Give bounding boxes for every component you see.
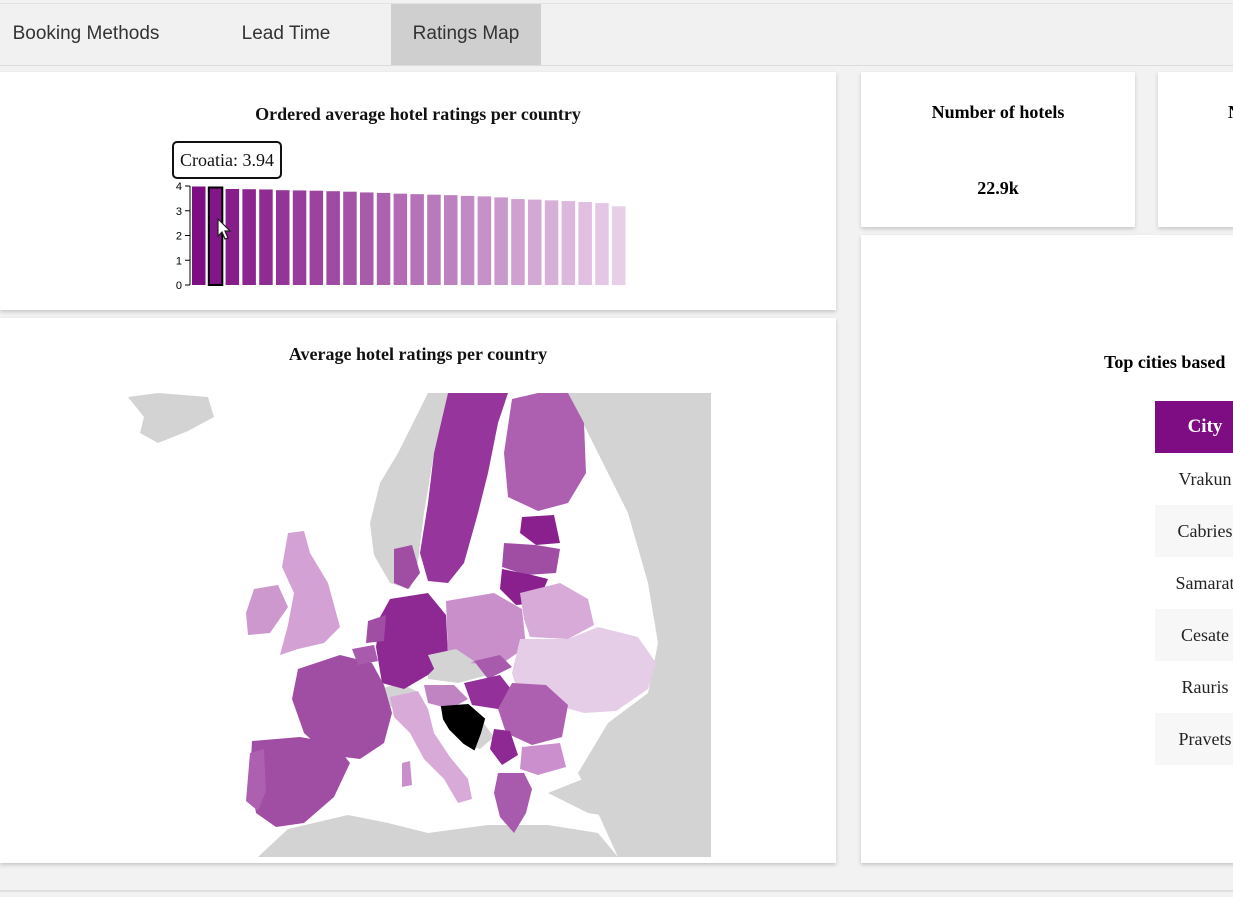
country-greece (494, 773, 532, 833)
hotels-count-title: Number of hotels (931, 102, 1065, 122)
bar-tooltip: Croatia: 3.94 (172, 141, 282, 179)
bar[interactable] (444, 195, 458, 285)
country-bulgaria (520, 743, 566, 775)
bar[interactable] (578, 202, 592, 285)
bar[interactable] (207, 186, 224, 286)
bar-chart-title: Ordered average hotel ratings per countr… (255, 104, 581, 124)
country-belgium (352, 645, 378, 665)
country-sweden (420, 393, 508, 583)
bar[interactable] (544, 200, 559, 285)
y-tick-label: 4 (176, 181, 182, 193)
table-row: Vrakun (1178, 469, 1232, 489)
table-row: Cabries (1155, 505, 1233, 557)
bar[interactable] (612, 206, 626, 285)
bar[interactable] (259, 189, 273, 285)
country-north-africa (258, 815, 618, 857)
bar[interactable] (309, 190, 324, 285)
country-portugal (246, 749, 266, 811)
country-estonia (520, 515, 560, 545)
table-row: Cesate (1155, 609, 1233, 661)
country-serbia (490, 729, 518, 765)
europe-map (128, 393, 711, 857)
bar[interactable] (376, 192, 391, 285)
country-russia (568, 393, 711, 857)
country-turkey-region (548, 773, 711, 823)
country-denmark (394, 545, 420, 589)
country-sardinia (402, 761, 412, 787)
hotels-count-value: 22.9k (977, 178, 1019, 198)
table-row: Samarat (1175, 573, 1233, 593)
bar[interactable] (410, 194, 424, 285)
tab-ratings-map[interactable]: Ratings Map (391, 4, 541, 65)
bottom-divider (0, 890, 1233, 892)
bar[interactable] (242, 189, 256, 285)
country-uk (280, 531, 340, 655)
country-ireland (246, 585, 288, 635)
bar[interactable] (477, 196, 492, 285)
tab-lead-time[interactable]: Lead Time (241, 23, 331, 44)
mouse-cursor-icon (217, 217, 232, 240)
bar[interactable] (292, 190, 307, 285)
country-slovakia (474, 655, 512, 679)
tab-booking-methods[interactable]: Booking Methods (12, 23, 160, 44)
bar[interactable] (427, 194, 441, 285)
country-slovenia-etc (424, 685, 468, 709)
bar-chart: 0 1 2 3 4 (176, 181, 626, 292)
city-column-header[interactable]: City (1155, 401, 1233, 453)
country-germany (376, 593, 448, 689)
country-norway (370, 393, 448, 589)
bar[interactable] (561, 201, 576, 285)
country-italy (390, 691, 472, 803)
country-poland (446, 593, 526, 665)
bar[interactable] (595, 203, 609, 285)
bar[interactable] (326, 191, 340, 285)
bar[interactable] (393, 193, 408, 285)
y-tick-label: 0 (176, 280, 182, 292)
map-title: Average hotel ratings per country (288, 344, 548, 364)
bar[interactable] (225, 188, 240, 285)
country-latvia (502, 543, 560, 575)
country-croatia (440, 703, 486, 751)
y-tick-label: 2 (176, 231, 182, 243)
bar[interactable] (511, 199, 525, 285)
country-iceland (128, 393, 214, 443)
top-cities-title: Top cities based (1104, 352, 1226, 372)
country-spain (250, 737, 350, 827)
hotels-count-card: Number of hotels 22.9k (861, 72, 1135, 227)
bar[interactable] (460, 195, 475, 285)
table-row: Rauris (1181, 677, 1229, 697)
country-hungary (464, 675, 514, 709)
country-finland (504, 393, 586, 511)
country-czechia (428, 649, 474, 673)
country-belarus (520, 583, 594, 639)
bar[interactable] (192, 186, 206, 285)
country-netherlands (366, 615, 386, 643)
table-row: Pravets (1155, 713, 1233, 765)
bar[interactable] (494, 197, 508, 285)
country-france (292, 655, 392, 759)
second-stat-title: N (1228, 102, 1233, 123)
bar[interactable] (528, 199, 542, 285)
map-card: Average hotel ratings per country (0, 318, 836, 863)
country-romania (498, 683, 568, 745)
tab-bar: Booking Methods Lead Time Ratings Map (0, 3, 1233, 66)
bar[interactable] (276, 190, 290, 285)
y-tick-label: 3 (176, 206, 182, 218)
bar-chart-card: Ordered average hotel ratings per countr… (0, 72, 836, 310)
bar[interactable] (343, 191, 357, 285)
top-cities-card: Top cities based City Vrakun Cabries Sam… (861, 235, 1233, 863)
bar[interactable] (360, 192, 374, 285)
y-tick-label: 1 (176, 255, 182, 267)
second-stat-card: N (1158, 72, 1233, 227)
